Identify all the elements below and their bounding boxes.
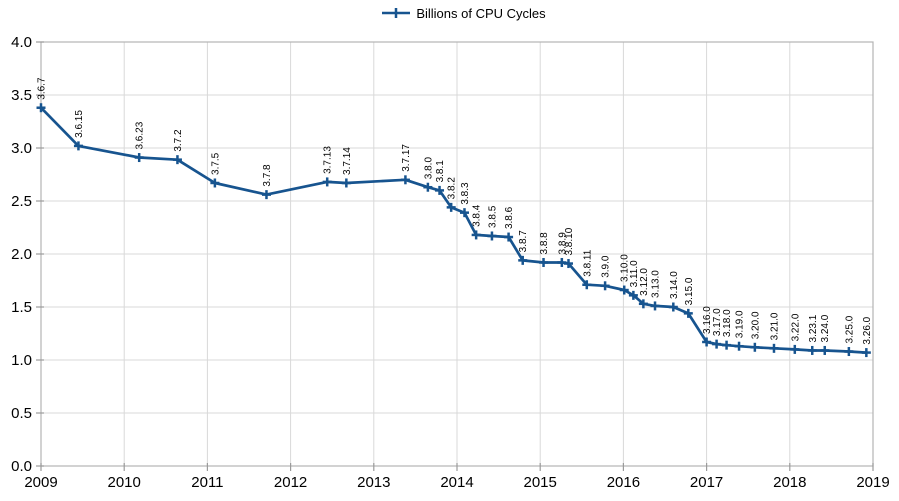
- legend-line-marker-icon: [382, 8, 411, 18]
- x-axis-tick-label: 2012: [274, 474, 307, 491]
- data-point-label: 3.14.0: [669, 271, 680, 299]
- y-axis-tick-label: 1.5: [11, 299, 32, 316]
- data-point-label: 3.24.0: [820, 314, 831, 342]
- data-point-label: 3.8.3: [460, 182, 471, 205]
- data-point-label: 3.26.0: [862, 316, 873, 344]
- data-point-label: 3.7.2: [173, 129, 184, 152]
- x-axis-tick-label: 2013: [357, 474, 390, 491]
- y-axis-tick-label: 2.5: [11, 193, 32, 210]
- x-axis-tick-label: 2017: [690, 474, 723, 491]
- data-point-label: 3.23.1: [808, 314, 819, 342]
- data-point-label: 3.20.0: [750, 311, 761, 339]
- x-axis-tick-label: 2010: [108, 474, 141, 491]
- data-point-label: 3.15.0: [684, 277, 695, 305]
- data-point-label: 3.6.15: [74, 110, 85, 138]
- data-point-label: 3.8.5: [487, 205, 498, 228]
- data-point-label: 3.10.0: [620, 254, 631, 282]
- data-point-label: 3.13.0: [651, 270, 662, 298]
- data-point-label: 3.7.8: [262, 164, 273, 187]
- data-point-label: 3.18.0: [722, 309, 733, 337]
- y-axis-tick-label: 3.0: [11, 140, 32, 157]
- legend: Billions of CPU Cycles: [14, 3, 899, 23]
- data-point-label: 3.25.0: [844, 315, 855, 343]
- data-point-label: 3.8.10: [564, 227, 575, 255]
- legend-label: Billions of CPU Cycles: [416, 5, 546, 21]
- data-point-label: 3.8.4: [472, 204, 483, 227]
- data-point-label: 3.17.0: [712, 308, 723, 336]
- data-point-label: 3.6.23: [135, 121, 146, 149]
- data-point-label: 3.22.0: [790, 313, 801, 341]
- data-point-label: 3.8.1: [435, 160, 446, 183]
- y-axis-tick-label: 3.5: [11, 87, 32, 104]
- y-axis-tick-label: 4.0: [11, 34, 32, 51]
- x-axis-tick-label: 2009: [24, 474, 57, 491]
- data-point-label: 3.8.11: [582, 249, 593, 276]
- y-axis-tick-label: 0.5: [11, 405, 32, 422]
- y-axis-tick-label: 0.0: [11, 458, 32, 475]
- data-point-label: 3.9.0: [601, 255, 612, 278]
- y-axis-tick-label: 2.0: [11, 246, 32, 263]
- y-axis-tick-label: 1.0: [11, 352, 32, 369]
- data-point-label: 3.8.9: [557, 232, 568, 255]
- data-point-label: 3.7.5: [210, 152, 221, 175]
- data-point-label: 3.7.17: [401, 144, 412, 172]
- data-point-label: 3.19.0: [735, 310, 746, 338]
- x-axis-tick-label: 2015: [524, 474, 557, 491]
- data-point-label: 3.8.0: [423, 157, 434, 180]
- x-axis-tick-label: 2011: [191, 474, 223, 491]
- data-point-label: 3.21.0: [769, 312, 780, 340]
- data-point-label: 3.12.0: [639, 268, 650, 296]
- data-point-label: 3.8.8: [539, 232, 550, 255]
- data-point-label: 3.6.7: [37, 77, 48, 100]
- x-axis-tick-label: 2019: [856, 474, 889, 491]
- data-point-label: 3.7.13: [323, 146, 334, 174]
- x-axis-tick-label: 2016: [607, 474, 640, 491]
- data-point-label: 3.16.0: [702, 306, 713, 334]
- data-point-label: 3.11.0: [629, 260, 640, 287]
- x-axis-tick-label: 2014: [440, 474, 473, 491]
- data-point-label: 3.8.7: [518, 230, 529, 253]
- x-axis-tick-label: 2018: [773, 474, 806, 491]
- data-point-label: 3.7.14: [342, 147, 353, 175]
- data-point-label: 3.8.2: [447, 177, 458, 200]
- data-point-label: 3.8.6: [504, 206, 515, 229]
